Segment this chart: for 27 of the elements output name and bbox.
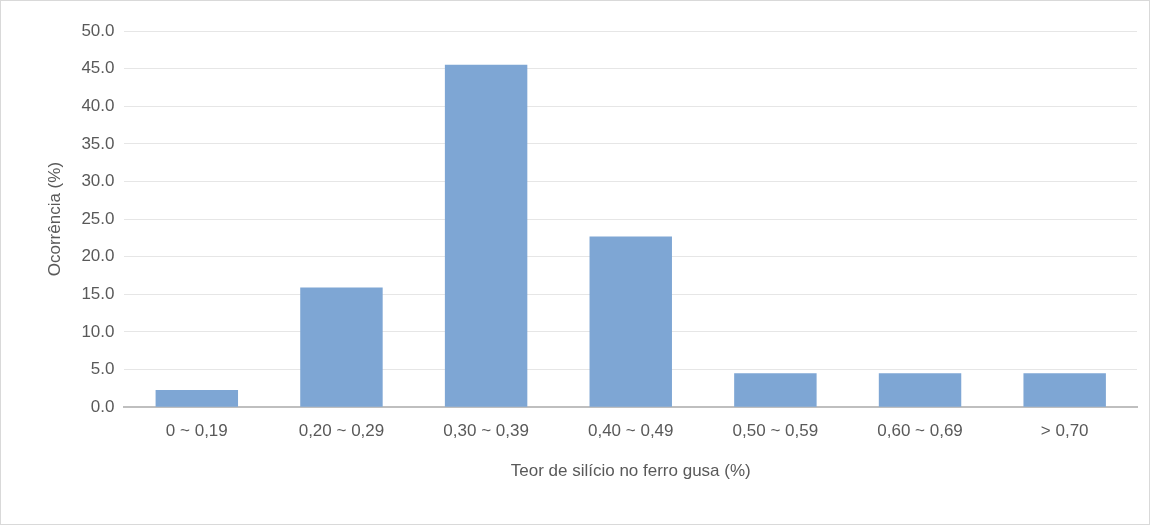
y-tick-label: 50.0 xyxy=(81,20,115,40)
x-axis-title: Teor de silício no ferro gusa (%) xyxy=(510,461,751,481)
x-tick-label: > 0,70 xyxy=(1040,421,1089,441)
bar xyxy=(734,373,817,407)
x-tick-label: 0,20 ~ 0,29 xyxy=(298,421,385,441)
y-tick-label: 20.0 xyxy=(81,246,115,266)
y-tick-label: 25.0 xyxy=(81,208,115,228)
x-tick-label: 0,50 ~ 0,59 xyxy=(732,421,819,441)
y-tick-label: 5.0 xyxy=(90,359,115,379)
y-axis-title: Ocorrência (%) xyxy=(44,161,64,277)
x-tick-label: 0,60 ~ 0,69 xyxy=(877,421,963,441)
bar xyxy=(155,389,239,407)
bar xyxy=(444,64,528,407)
x-tick-label: 0,40 ~ 0,49 xyxy=(587,421,674,441)
y-tick-label: 15.0 xyxy=(81,284,115,304)
x-tick-label: 0 ~ 0,19 xyxy=(165,421,228,441)
bar xyxy=(1023,373,1106,407)
y-tick-label: 45.0 xyxy=(81,58,115,78)
y-tick-label: 35.0 xyxy=(81,133,115,153)
bar xyxy=(878,373,962,407)
y-tick-label: 0.0 xyxy=(90,396,115,416)
y-tick-label: 40.0 xyxy=(81,95,115,115)
bar xyxy=(300,287,383,407)
bar xyxy=(589,236,672,407)
y-tick-label: 10.0 xyxy=(81,321,115,341)
y-tick-label: 30.0 xyxy=(81,171,115,191)
x-tick-label: 0,30 ~ 0,39 xyxy=(443,421,529,441)
